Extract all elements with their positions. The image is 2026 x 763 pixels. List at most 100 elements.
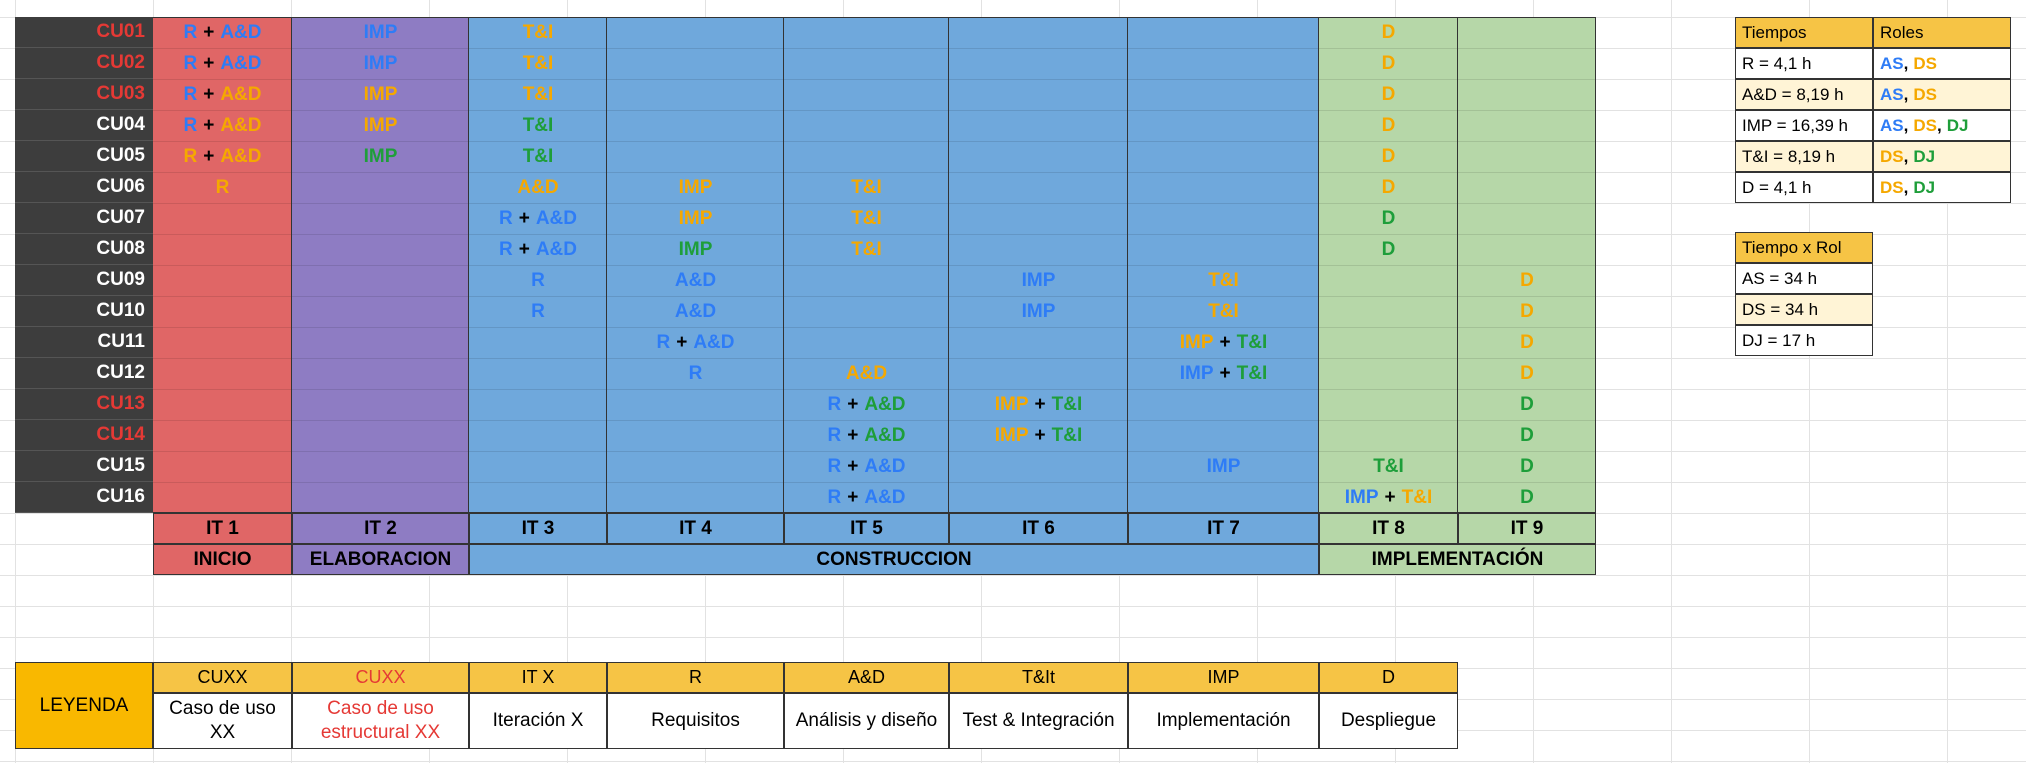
task-cell: T&I bbox=[1319, 451, 1458, 482]
task-cell: D bbox=[1319, 172, 1458, 203]
task-d: D bbox=[1520, 300, 1534, 322]
task-cell: R + A&D bbox=[469, 234, 607, 265]
roles-cell: DS, DJ bbox=[1873, 172, 2011, 203]
row-label-cu13: CU13 bbox=[15, 389, 153, 420]
task-r: R bbox=[183, 52, 198, 74]
plus-sign: + bbox=[518, 207, 530, 229]
task-ti: T&I bbox=[1208, 269, 1239, 291]
task-ti: T&I bbox=[1236, 331, 1268, 353]
role-as: AS bbox=[1880, 53, 1904, 73]
task-cell: R + A&D bbox=[153, 79, 292, 110]
task-imp: IMP bbox=[678, 207, 713, 229]
plus-sign: + bbox=[1219, 331, 1231, 353]
task-ad: A&D bbox=[220, 52, 262, 74]
legend-key: D bbox=[1319, 662, 1458, 693]
task-cell: R bbox=[153, 172, 292, 203]
row-label-cu02: CU02 bbox=[15, 48, 153, 79]
roles-cell: AS, DS, DJ bbox=[1873, 110, 2011, 141]
legend-key: IMP bbox=[1128, 662, 1319, 693]
task-r: R bbox=[183, 21, 198, 43]
role-ds: DS bbox=[1913, 84, 1937, 104]
plus-sign: + bbox=[1384, 486, 1396, 508]
task-ti: T&I bbox=[1051, 393, 1083, 415]
tiempo-row: R = 4,1 h bbox=[1735, 48, 1873, 79]
task-ad: A&D bbox=[864, 424, 906, 446]
iteration-header: IT 5 bbox=[784, 513, 949, 544]
task-r: R bbox=[183, 145, 198, 167]
row-divider bbox=[153, 203, 1596, 204]
legend-description: Iteración X bbox=[469, 693, 607, 749]
task-cell: D bbox=[1319, 141, 1458, 172]
task-ad: A&D bbox=[693, 331, 735, 353]
task-imp: IMP bbox=[363, 145, 398, 167]
role-as: AS bbox=[1880, 115, 1904, 135]
column-divider bbox=[1318, 17, 1319, 513]
iteration-header: IT 8 bbox=[1319, 513, 1458, 544]
plus-sign: + bbox=[203, 83, 215, 105]
phase-column-elaboracion bbox=[292, 17, 469, 513]
row-divider bbox=[153, 141, 1596, 142]
iteration-header: IT 4 bbox=[607, 513, 784, 544]
row-divider bbox=[153, 420, 1596, 421]
task-imp: IMP bbox=[363, 83, 398, 105]
column-divider bbox=[468, 17, 469, 513]
task-ti: T&I bbox=[851, 176, 882, 198]
task-cell: R + A&D bbox=[469, 203, 607, 234]
task-cell: D bbox=[1458, 358, 1596, 389]
iteration-header: IT 6 bbox=[949, 513, 1128, 544]
task-ti: T&I bbox=[1236, 362, 1268, 384]
legend-description: Test & Integración bbox=[949, 693, 1128, 749]
plus-sign: + bbox=[1219, 362, 1231, 384]
task-cell: IMP bbox=[607, 234, 784, 265]
role-dj: DJ bbox=[1946, 115, 1969, 135]
task-cell: T&I bbox=[469, 110, 607, 141]
task-imp: IMP bbox=[1179, 362, 1214, 384]
task-r: R bbox=[498, 238, 513, 260]
task-ad: A&D bbox=[220, 21, 262, 43]
task-imp: IMP bbox=[678, 176, 713, 198]
task-ad: A&D bbox=[535, 238, 577, 260]
task-cell: IMP bbox=[292, 79, 469, 110]
role-ds: DS bbox=[1913, 53, 1937, 73]
task-cell: D bbox=[1319, 203, 1458, 234]
row-divider bbox=[153, 172, 1596, 173]
task-d: D bbox=[1381, 238, 1396, 260]
tiempo-row: IMP = 16,39 h bbox=[1735, 110, 1873, 141]
task-cell: IMP bbox=[949, 265, 1128, 296]
plus-sign: + bbox=[847, 486, 859, 508]
task-r: R bbox=[827, 424, 842, 446]
task-cell: D bbox=[1458, 482, 1596, 513]
task-imp: IMP bbox=[994, 424, 1029, 446]
task-cell: T&I bbox=[784, 172, 949, 203]
task-ad: A&D bbox=[535, 207, 577, 229]
row-divider bbox=[153, 234, 1596, 235]
row-divider bbox=[153, 265, 1596, 266]
task-cell: D bbox=[1319, 110, 1458, 141]
iteration-header: IT 3 bbox=[469, 513, 607, 544]
phase-label-elaboracion: ELABORACION bbox=[292, 544, 469, 575]
task-ti: T&I bbox=[522, 21, 554, 43]
phase-column-construccion bbox=[469, 17, 1319, 513]
row-divider bbox=[153, 358, 1596, 359]
task-cell: A&D bbox=[469, 172, 607, 203]
role-separator: , bbox=[1903, 177, 1909, 197]
task-r: R bbox=[215, 176, 230, 198]
legend-description: Implementación bbox=[1128, 693, 1319, 749]
row-divider bbox=[153, 110, 1596, 111]
legend-title: LEYENDA bbox=[15, 662, 153, 749]
task-cell: IMP bbox=[607, 203, 784, 234]
task-imp: IMP bbox=[1344, 486, 1379, 508]
row-divider bbox=[153, 48, 1596, 49]
task-d: D bbox=[1520, 362, 1534, 384]
task-cell: D bbox=[1458, 296, 1596, 327]
task-ti: T&I bbox=[522, 83, 554, 105]
tiempo-x-rol-row: DS = 34 h bbox=[1735, 294, 1873, 325]
task-d: D bbox=[1381, 83, 1396, 105]
row-label-cu04: CU04 bbox=[15, 110, 153, 141]
phase-label-construccion: CONSTRUCCION bbox=[469, 544, 1319, 575]
tiempo-row: D = 4,1 h bbox=[1735, 172, 1873, 203]
tiempo-row: A&D = 8,19 h bbox=[1735, 79, 1873, 110]
role-separator: , bbox=[1903, 146, 1909, 166]
tiempo-x-rol-row: AS = 34 h bbox=[1735, 263, 1873, 294]
plus-sign: + bbox=[676, 331, 688, 353]
